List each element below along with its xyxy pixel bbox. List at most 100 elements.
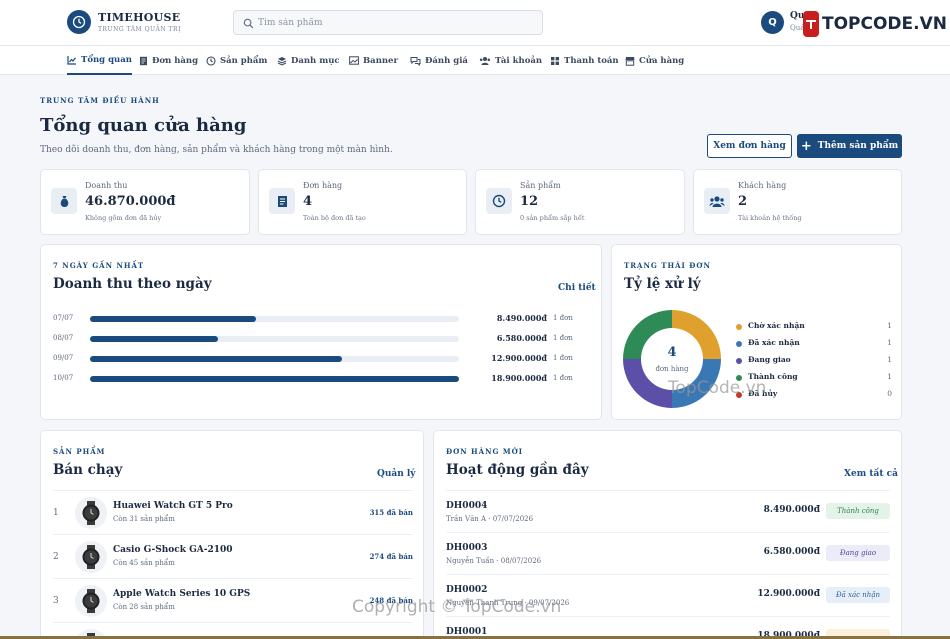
stat-note: Không gồm đơn đã hủy bbox=[85, 214, 162, 222]
add-product-button[interactable]: + Thêm sản phẩm bbox=[797, 134, 902, 158]
order-id: DH0004 bbox=[446, 501, 488, 511]
stat-note: Tài khoản hệ thống bbox=[738, 214, 802, 222]
revenue-row: 10/07 18.900.000đ 1 đơn bbox=[53, 373, 583, 385]
nav-label: Danh mục bbox=[291, 55, 340, 66]
order-row[interactable]: DH0004 Trần Văn A · 07/07/2026 8.490.000đ T… bbox=[446, 490, 890, 532]
page-title: Tổng quan cửa hàng bbox=[40, 115, 247, 136]
revenue-bar-fill bbox=[90, 336, 219, 342]
bestseller-row[interactable]: 3 Apple Watch Series 10 GPS Còn 28 sản phẩ… bbox=[53, 578, 413, 622]
clock-icon bbox=[206, 55, 216, 66]
bestseller-row[interactable]: 2 Casio G-Shock GA-2100 Còn 45 sản phẩm 274… bbox=[53, 534, 413, 578]
revenue-date: 08/07 bbox=[53, 334, 74, 342]
stat-value: 46.870.000đ bbox=[85, 194, 176, 209]
revenue-amount: 12.900.000đ bbox=[491, 353, 547, 363]
donut-total: 4 bbox=[667, 345, 677, 360]
revenue-bar-track bbox=[90, 316, 459, 322]
legend-label: Đã hủy bbox=[748, 389, 778, 398]
revenue-row: 08/07 6.580.000đ 1 đơn bbox=[53, 333, 583, 345]
revenue-order-count: 1 đơn bbox=[553, 354, 573, 362]
legend-count: 1 bbox=[887, 372, 892, 381]
topcode-logo: TOPCODE.VN bbox=[803, 9, 947, 39]
stat-label: Sản phẩm bbox=[520, 181, 561, 190]
store-icon bbox=[625, 56, 635, 66]
stat-card-orders: Đơn hàng 4 Toàn bộ đơn đã tạo bbox=[258, 169, 467, 235]
donut-total-label: đơn hàng bbox=[655, 365, 689, 373]
legend-item: Đã hủy 0 bbox=[736, 389, 892, 401]
product-rank: 2 bbox=[53, 552, 59, 562]
bestseller-row[interactable]: 1 Huawei Watch GT 5 Pro Còn 31 sản phẩm 315… bbox=[53, 490, 413, 534]
order-row[interactable]: DH0003 Nguyễn Tuấn · 08/07/2026 6.580.000đ… bbox=[446, 532, 890, 574]
nav-item-orders[interactable]: Đơn hàng bbox=[139, 46, 198, 75]
brand-name[interactable]: TIMEHOUSE bbox=[98, 11, 181, 24]
order-row[interactable]: DH0002 Nguyễn Thanh Trung · 09/07/2026 12.… bbox=[446, 574, 890, 616]
users-icon bbox=[704, 188, 730, 214]
search-icon bbox=[243, 18, 254, 29]
status-badge: Đang giao bbox=[826, 545, 890, 561]
order-amount: 12.900.000đ bbox=[757, 589, 820, 599]
stat-card-revenue: Doanh thu 46.870.000đ Không gồm đơn đã h… bbox=[40, 169, 250, 235]
order-amount: 6.580.000đ bbox=[763, 547, 820, 557]
view-all-orders-link[interactable]: Xem tất cả bbox=[844, 469, 898, 479]
nav-item-categories[interactable]: Danh mục bbox=[277, 46, 340, 75]
product-stock: Còn 28 sản phẩm bbox=[113, 603, 175, 611]
topcode-logo-text: TOPCODE.VN bbox=[822, 14, 948, 34]
revenue-bar-track bbox=[90, 376, 459, 382]
search-box[interactable] bbox=[233, 10, 543, 35]
product-name: Casio G-Shock GA-2100 bbox=[113, 545, 233, 555]
revenue-order-count: 1 đơn bbox=[553, 334, 573, 342]
nav-label: Thanh toán bbox=[564, 55, 619, 66]
status-donut: 4 đơn hàng bbox=[623, 310, 721, 408]
nav-item-accounts[interactable]: Tài khoản bbox=[479, 46, 542, 75]
donut-slice-2 bbox=[623, 359, 672, 408]
order-row[interactable]: DH0001 18.900.000đ bbox=[446, 616, 890, 639]
order-amount: 18.900.000đ bbox=[757, 631, 820, 639]
stat-label: Khách hàng bbox=[738, 181, 787, 190]
revenue-detail-link[interactable]: Chi tiết bbox=[558, 283, 596, 293]
nav-item-store[interactable]: Cửa hàng bbox=[625, 46, 684, 75]
revenue-title: Doanh thu theo ngày bbox=[53, 276, 212, 292]
stat-card-customers: Khách hàng 2 Tài khoản hệ thống bbox=[693, 169, 902, 235]
revenue-date: 10/07 bbox=[53, 374, 74, 382]
nav-item-overview[interactable]: Tổng quan bbox=[67, 46, 132, 75]
legend-dot bbox=[736, 392, 742, 398]
view-orders-button[interactable]: Xem đơn hàng bbox=[707, 134, 792, 158]
nav-item-payments[interactable]: Thanh toán bbox=[550, 46, 619, 75]
receipt-icon bbox=[140, 56, 147, 65]
nav-item-banner[interactable]: Banner bbox=[349, 46, 398, 75]
legend-item: Đang giao 1 bbox=[736, 355, 892, 367]
stat-label: Doanh thu bbox=[85, 181, 128, 190]
watch-icon bbox=[75, 541, 107, 573]
avatar[interactable]: Q bbox=[761, 11, 784, 34]
status-badge: Đã xác nhận bbox=[826, 587, 890, 603]
brand-clock-icon[interactable] bbox=[67, 10, 91, 34]
stat-label: Đơn hàng bbox=[303, 181, 343, 190]
legend-item: Chờ xác nhận 1 bbox=[736, 321, 892, 333]
product-rank: 3 bbox=[53, 596, 59, 606]
watch-icon bbox=[75, 497, 107, 529]
status-badge bbox=[826, 629, 890, 639]
product-sold-count: 274 đã bán bbox=[369, 552, 413, 561]
nav-label: Sản phẩm bbox=[220, 55, 268, 66]
legend-label: Chờ xác nhận bbox=[748, 321, 805, 330]
order-id: DH0001 bbox=[446, 627, 488, 637]
nav-item-reviews[interactable]: Đánh giá bbox=[410, 46, 468, 75]
revenue-bar-track bbox=[90, 336, 459, 342]
revenue-bar-fill bbox=[90, 316, 256, 322]
nav-item-products[interactable]: Sản phẩm bbox=[206, 46, 267, 75]
revenue-order-count: 1 đơn bbox=[553, 374, 573, 382]
legend-label: Thành công bbox=[748, 372, 798, 381]
bestsellers-title: Bán chạy bbox=[53, 462, 123, 478]
donut-slice-0 bbox=[672, 310, 721, 359]
chart-line-icon bbox=[67, 55, 76, 65]
legend-dot bbox=[736, 358, 742, 364]
comments-icon bbox=[410, 56, 421, 66]
status-badge: Thành công bbox=[826, 503, 890, 519]
nav-label: Tổng quan bbox=[81, 54, 132, 65]
order-id: DH0002 bbox=[446, 585, 488, 595]
revenue-card: 7 NGÀY GẦN NHẤT Doanh thu theo ngày Chi … bbox=[40, 244, 602, 420]
revenue-amount: 6.580.000đ bbox=[496, 333, 547, 343]
product-sold-count: 315 đã bán bbox=[369, 508, 413, 517]
watch-icon bbox=[75, 585, 107, 617]
search-input[interactable] bbox=[258, 11, 538, 34]
manage-products-link[interactable]: Quản lý bbox=[377, 469, 416, 479]
